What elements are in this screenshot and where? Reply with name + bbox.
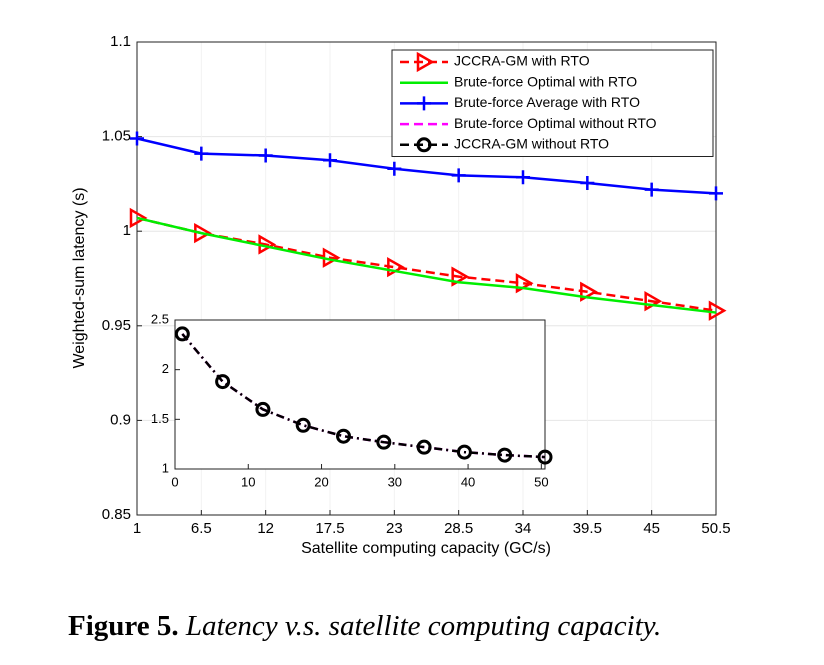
y-tick-label: 1.5 (151, 411, 169, 426)
marker (387, 161, 402, 176)
marker (376, 434, 392, 450)
marker (258, 148, 273, 163)
x-tick-label: 50.5 (701, 520, 730, 537)
marker (709, 186, 723, 201)
marker (130, 131, 144, 146)
x-tick-label: 39.5 (573, 520, 602, 537)
x-tick-label: 20 (314, 474, 328, 489)
marker (336, 428, 352, 444)
marker (417, 96, 431, 111)
marker (416, 137, 432, 153)
y-tick-label: 0.9 (110, 411, 131, 428)
x-tick-label: 0 (171, 474, 178, 489)
y-tick-label: 1 (162, 460, 169, 475)
series-line (136, 137, 717, 195)
plot-area (175, 320, 545, 469)
x-tick-label: 23 (386, 520, 403, 537)
x-tick-label: 45 (643, 520, 660, 537)
y-tick-label: 1.05 (102, 128, 131, 145)
y-tick-label: 1.1 (110, 33, 131, 50)
marker (537, 449, 553, 465)
x-tick-label: 1 (133, 520, 141, 537)
marker (451, 168, 466, 183)
x-tick-label: 28.5 (444, 520, 473, 537)
y-tick-label: 1 (123, 222, 131, 239)
marker (215, 374, 231, 390)
marker (194, 222, 212, 244)
y-tick-label: 0.85 (102, 506, 131, 523)
marker (497, 447, 513, 463)
x-axis-label: Satellite computing capacity (GC/s) (301, 540, 551, 557)
marker (580, 281, 598, 302)
marker (456, 444, 472, 460)
legend-label: JCCRA-GM without RTO (454, 136, 609, 152)
legend-label: JCCRA-GM with RTO (454, 53, 590, 69)
axes-frame (174, 319, 546, 470)
x-tick-label: 40 (461, 474, 475, 489)
marker (129, 207, 148, 229)
marker (174, 326, 190, 342)
series-line (136, 216, 717, 314)
legend-label: Brute-force Optimal without RTO (454, 115, 657, 131)
y-axis-label: Weighted-sum latency (s) (71, 187, 88, 368)
series-line (181, 333, 546, 459)
marker (516, 170, 530, 185)
x-tick-label: 50 (534, 474, 548, 489)
marker (416, 51, 435, 73)
axes-frame (136, 41, 717, 516)
marker (451, 266, 470, 287)
marker (644, 182, 659, 197)
x-tick-label: 34 (515, 520, 532, 537)
caption: Figure 5. Latency v.s. satellite computi… (68, 610, 661, 642)
legend-label: Brute-force Optimal with RTO (454, 73, 637, 89)
y-tick-label: 2 (162, 361, 169, 376)
x-tick-label: 30 (388, 474, 402, 489)
marker (255, 401, 271, 417)
x-tick-label: 12 (257, 520, 274, 537)
marker (323, 153, 337, 168)
marker (194, 146, 209, 161)
x-tick-label: 17.5 (315, 520, 344, 537)
x-tick-label: 6.5 (191, 520, 212, 537)
marker (580, 175, 595, 190)
y-tick-label: 2.5 (151, 311, 169, 326)
legend-label: Brute-force Average with RTO (454, 94, 640, 110)
y-tick-label: 0.95 (102, 317, 131, 334)
marker (416, 439, 432, 455)
caption-text: Latency v.s. satellite computing capacit… (185, 610, 661, 642)
marker (295, 417, 311, 433)
caption-label: Figure 5. (68, 610, 179, 642)
x-tick-label: 10 (241, 474, 255, 489)
